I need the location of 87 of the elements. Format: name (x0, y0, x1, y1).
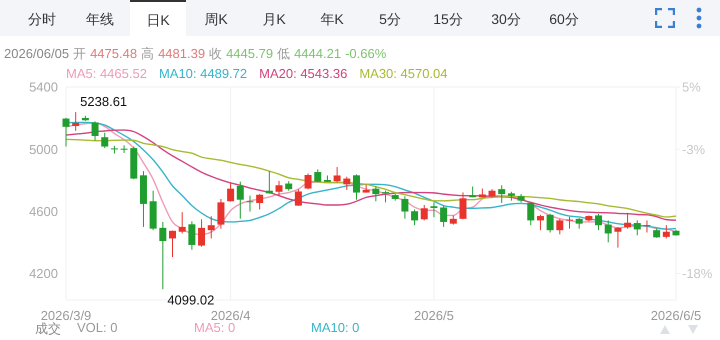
candlestick (546, 213, 554, 234)
candlestick (266, 170, 273, 194)
candlestick (236, 181, 244, 220)
text: 60分 (548, 10, 580, 29)
y-tick-label: 5400 (29, 80, 58, 95)
candlestick (72, 112, 80, 132)
candlestick (178, 212, 186, 234)
candlestick (653, 228, 660, 238)
text: MA30: 4570.04 (359, 66, 448, 81)
x-tick-label: 2026/3/9 (40, 308, 92, 323)
text: 4475.48 (90, 46, 138, 61)
candlestick (188, 220, 196, 250)
text: 4481.39 (158, 46, 206, 61)
candlestick (450, 214, 457, 226)
candlestick (208, 216, 215, 239)
candlestick (411, 209, 418, 226)
text: 2026/06/05 (4, 46, 70, 61)
text: 周K (203, 10, 229, 29)
candlestick (440, 205, 448, 228)
candlestick (566, 216, 573, 230)
candlestick (217, 198, 224, 230)
candlestick (556, 218, 564, 235)
text: 15分 (432, 10, 464, 29)
x-tick-label: 2026/6/5 (650, 308, 702, 323)
candlestick (285, 180, 292, 192)
candlestick (92, 120, 99, 142)
candlestick (101, 132, 108, 149)
candlestick (62, 117, 70, 148)
candlestick (469, 186, 476, 198)
candlestick (246, 195, 254, 212)
text: 年线 (85, 10, 115, 29)
candlestick (294, 188, 302, 206)
x-tick-label: 2026/5 (414, 308, 454, 323)
candlestick (614, 226, 622, 248)
y-tick-label: 4200 (29, 266, 58, 282)
candlestick (634, 220, 641, 236)
text: MA20: 4543.36 (259, 66, 348, 81)
candlestick (576, 218, 583, 230)
candlestick (527, 202, 534, 226)
candlestick (372, 186, 380, 202)
candlestick (334, 166, 341, 183)
text: 收 (209, 46, 222, 61)
candlestick (304, 172, 312, 190)
candlestick (624, 212, 632, 230)
text: 低 (277, 46, 290, 61)
candlestick (169, 230, 176, 258)
text: 4445.79 (226, 46, 274, 61)
candlestick (382, 190, 390, 203)
y-tick-label: 5000 (29, 142, 58, 157)
candlestick (662, 224, 670, 239)
candlestick (595, 214, 602, 231)
text: VOL: 0 (77, 320, 118, 337)
candlestick (420, 204, 428, 221)
text: 4444.21 (294, 46, 342, 61)
candlestick (498, 184, 506, 204)
candlestick (227, 182, 234, 202)
annotation: 4099.02 (167, 292, 214, 308)
text: 高 (141, 46, 154, 61)
text: MA5: 4465.52 (66, 66, 147, 81)
candlestick (256, 194, 264, 210)
candlestick (276, 180, 283, 196)
candlestick (352, 174, 360, 200)
text: 成交 (35, 320, 62, 338)
text: MA5: 0 (194, 320, 236, 337)
text: 开 (73, 46, 86, 61)
text: 分时 (27, 10, 57, 29)
candlestick (159, 221, 166, 290)
x-tick-label: 2026/4 (210, 308, 250, 323)
text: -0.66% (345, 46, 386, 61)
text: 5分 (378, 10, 402, 29)
annotation: 5238.61 (80, 94, 128, 110)
text: 年K (319, 10, 345, 29)
candlestick (401, 196, 408, 220)
candlestick (536, 214, 544, 231)
y-tick-label: 4600 (29, 204, 58, 219)
candlestick (604, 220, 612, 243)
text: 月K (261, 10, 287, 29)
candlestick (314, 168, 322, 183)
candlestick (343, 176, 350, 190)
candlestick (459, 192, 466, 220)
text: 30分 (490, 10, 522, 29)
text: MA10: 0 (311, 320, 360, 337)
text: 日K (130, 0, 186, 36)
text: MA10: 4489.72 (158, 66, 248, 81)
candlestick (430, 202, 438, 218)
candlestick (643, 220, 650, 234)
candlestick (198, 218, 206, 248)
